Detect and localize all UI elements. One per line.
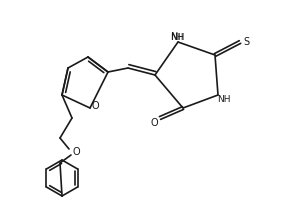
Text: NH: NH	[217, 96, 231, 104]
Text: N: N	[171, 32, 179, 42]
Text: O: O	[150, 118, 158, 128]
Text: NH: NH	[170, 32, 184, 42]
Text: S: S	[243, 37, 249, 47]
Text: O: O	[72, 147, 80, 157]
Text: O: O	[91, 101, 99, 111]
Text: H: H	[177, 32, 183, 42]
